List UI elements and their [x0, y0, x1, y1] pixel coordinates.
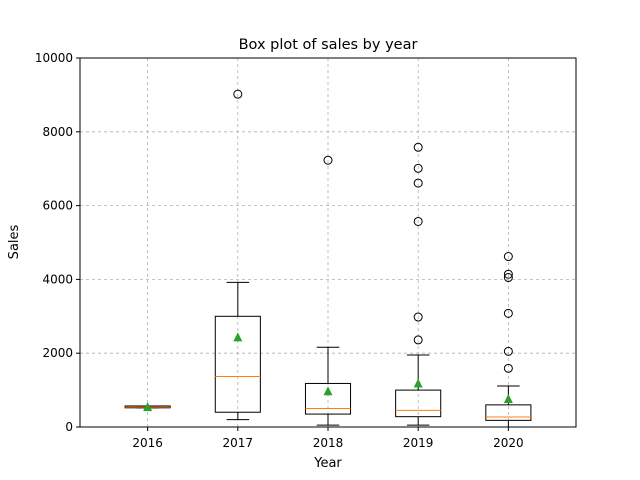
y-axis-label: Sales: [7, 224, 22, 259]
x-tick-label: 2019: [403, 436, 434, 450]
y-tick-label: 6000: [42, 199, 73, 213]
outlier-point: [413, 178, 423, 188]
outlier-point: [503, 252, 513, 262]
outlier-point: [413, 335, 423, 345]
x-tick-label: 2018: [313, 436, 344, 450]
outlier-point: [503, 363, 513, 373]
box-iqr: [214, 315, 261, 413]
mean-marker: [143, 402, 153, 412]
y-axis-ticks: 0 2000 4000 6000 8000 10000: [35, 51, 80, 434]
x-tick-label: 2016: [132, 436, 163, 450]
mean-marker: [413, 378, 423, 388]
chart-title: Box plot of sales by year: [239, 37, 418, 53]
outlier-point: [233, 89, 243, 99]
outlier-point: [323, 155, 333, 165]
x-tick-label: 2020: [493, 436, 524, 450]
x-axis-label: Year: [313, 456, 342, 471]
box-group-2019: [395, 142, 442, 426]
box-group-2018: [304, 155, 352, 426]
plot-area: [124, 89, 532, 428]
outlier-point: [413, 312, 423, 322]
x-tick-label: 2017: [223, 436, 254, 450]
x-axis-ticks: 2016 2017 2018 2019 2020: [132, 427, 524, 450]
outlier-point: [413, 216, 423, 226]
box-group-2016: [124, 402, 171, 412]
mean-marker: [503, 393, 513, 403]
outlier-point: [413, 163, 423, 173]
outlier-point: [503, 273, 513, 283]
mean-marker: [233, 332, 243, 342]
outlier-point: [503, 308, 513, 318]
y-tick-label: 2000: [42, 346, 73, 360]
y-tick-label: 8000: [42, 125, 73, 139]
box-group-2017: [214, 89, 261, 421]
outlier-point: [503, 269, 513, 279]
box-iqr: [395, 389, 442, 418]
y-tick-label: 10000: [35, 51, 73, 65]
box-iqr: [485, 404, 532, 421]
y-tick-label: 4000: [42, 272, 73, 286]
box-iqr: [304, 382, 352, 415]
outlier-point: [413, 142, 423, 152]
y-tick-label: 0: [65, 420, 73, 434]
mean-marker: [323, 386, 333, 396]
outlier-point: [503, 346, 513, 356]
